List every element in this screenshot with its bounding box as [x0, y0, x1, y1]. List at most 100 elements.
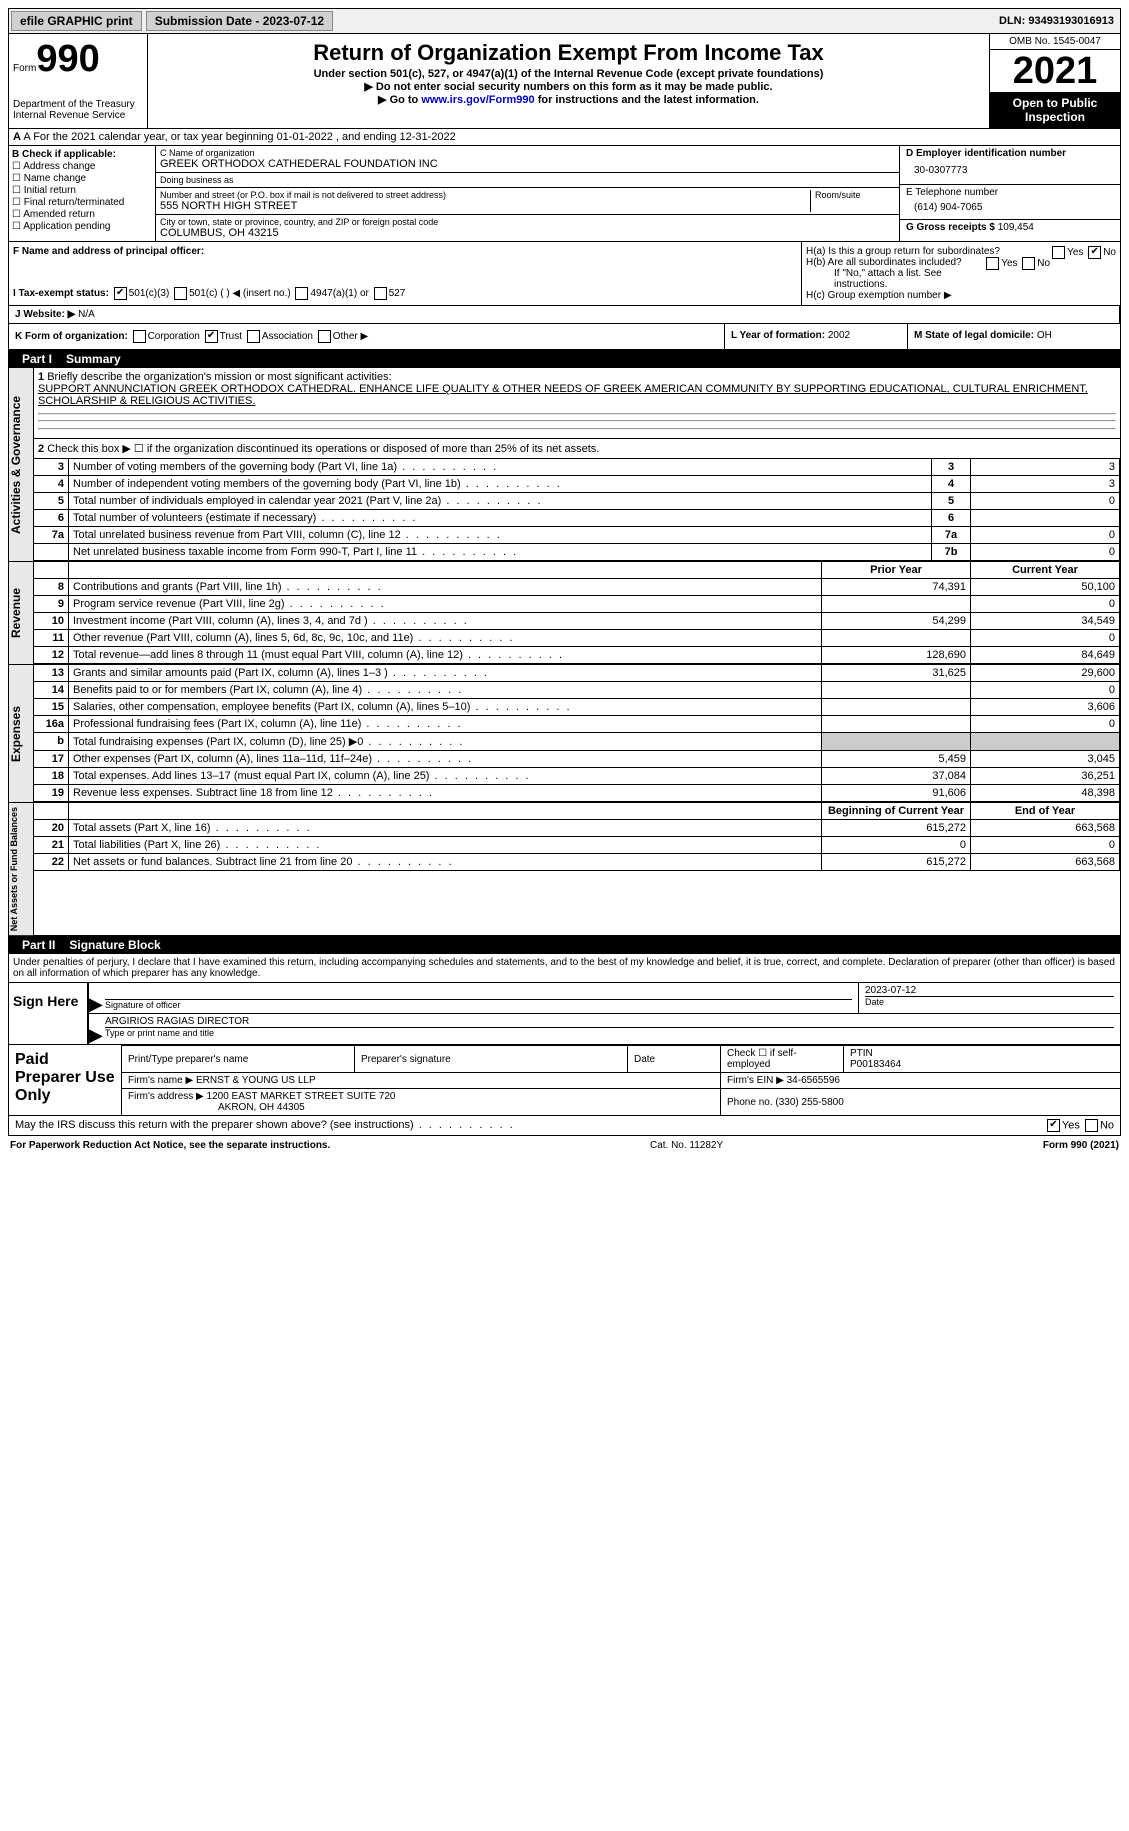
ha-no[interactable] — [1088, 246, 1101, 259]
mission-text: SUPPORT ANNUNCIATION GREEK ORTHODOX CATH… — [38, 383, 1088, 407]
col-c: C Name of organization GREEK ORTHODOX CA… — [156, 146, 900, 241]
mission-label: Briefly describe the organization's miss… — [47, 371, 391, 383]
cb-application-pending[interactable]: ☐ Application pending — [12, 221, 152, 232]
col-d-e-g: D Employer identification number 30-0307… — [900, 146, 1120, 241]
website: N/A — [78, 309, 95, 320]
governance-table: 3Number of voting members of the governi… — [34, 459, 1120, 561]
line-a: A A For the 2021 calendar year, or tax y… — [8, 129, 1121, 146]
public-inspection: Open to Public Inspection — [990, 92, 1120, 128]
governance-section: Activities & Governance 1 Briefly descri… — [8, 368, 1121, 562]
cb-assoc[interactable] — [247, 330, 260, 343]
top-bar: efile GRAPHIC print Submission Date - 20… — [8, 8, 1121, 34]
room-label: Room/suite — [815, 190, 895, 200]
cb-501c[interactable] — [174, 287, 187, 300]
sig-officer-label: Signature of officer — [105, 999, 852, 1010]
cb-final-return[interactable]: ☐ Final return/terminated — [12, 197, 152, 208]
l-label: L Year of formation: — [731, 330, 825, 341]
form-header: Form990 Department of the Treasury Inter… — [8, 34, 1121, 129]
hb-label: H(b) Are all subordinates included? — [806, 257, 962, 268]
form-number: Form990 — [13, 38, 143, 81]
firm-name: ERNST & YOUNG US LLP — [196, 1075, 316, 1086]
preparer-label: Paid Preparer Use Only — [9, 1045, 121, 1115]
firm-ein-label: Firm's EIN ▶ — [727, 1075, 784, 1086]
footer-mid: Cat. No. 11282Y — [330, 1140, 1043, 1151]
prep-name-lbl: Print/Type preparer's name — [122, 1046, 355, 1073]
dba-label: Doing business as — [160, 175, 895, 185]
side-netassets: Net Assets or Fund Balances — [9, 803, 34, 935]
irs-link[interactable]: www.irs.gov/Form990 — [421, 94, 534, 106]
m-label: M State of legal domicile: — [914, 330, 1034, 341]
state-domicile: OH — [1037, 330, 1052, 341]
omb-number: OMB No. 1545-0047 — [990, 34, 1120, 50]
hb-note: If "No," attach a list. See instructions… — [806, 268, 1116, 290]
i-label: I Tax-exempt status: — [13, 288, 109, 299]
dln: DLN: 93493193016913 — [999, 15, 1120, 27]
prep-date-lbl: Date — [628, 1046, 721, 1073]
may-irs-discuss: May the IRS discuss this return with the… — [8, 1116, 1121, 1136]
prep-sig-lbl: Preparer's signature — [355, 1046, 628, 1073]
ha-yes[interactable] — [1052, 246, 1065, 259]
section-f-h: F Name and address of principal officer:… — [8, 242, 1121, 306]
ha-label: H(a) Is this a group return for subordin… — [806, 246, 1000, 257]
subtitle-1: Under section 501(c), 527, or 4947(a)(1)… — [152, 68, 985, 80]
j-label: J Website: ▶ — [15, 309, 75, 320]
irs-label: Internal Revenue Service — [13, 110, 143, 121]
signer-name-label: Type or print name and title — [105, 1027, 1114, 1038]
city: COLUMBUS, OH 43215 — [160, 227, 895, 239]
cb-501c3[interactable] — [114, 287, 127, 300]
hb-no[interactable] — [1022, 257, 1035, 270]
cb-trust[interactable] — [205, 330, 218, 343]
gross-receipts: 109,454 — [998, 222, 1034, 233]
irs-yes[interactable] — [1047, 1119, 1060, 1132]
cb-527[interactable] — [374, 287, 387, 300]
dept-label: Department of the Treasury — [13, 99, 143, 110]
cb-corp[interactable] — [133, 330, 146, 343]
sig-date: 2023-07-12 — [865, 985, 1114, 996]
firm-addr2: AKRON, OH 44305 — [128, 1102, 305, 1113]
cb-address-change[interactable]: ☐ Address change — [12, 161, 152, 172]
sign-here-label: Sign Here — [9, 983, 89, 1044]
k-label: K Form of organization: — [15, 331, 128, 342]
addr-label: Number and street (or P.O. box if mail i… — [160, 190, 810, 200]
b-header: B Check if applicable: — [12, 149, 116, 160]
firm-phone: (330) 255-5800 — [775, 1097, 843, 1108]
firm-name-label: Firm's name ▶ — [128, 1075, 193, 1086]
prep-selfemp[interactable]: Check ☐ if self-employed — [721, 1046, 844, 1073]
netassets-section: Net Assets or Fund Balances Beginning of… — [8, 803, 1121, 936]
expenses-section: Expenses 13Grants and similar amounts pa… — [8, 665, 1121, 803]
irs-no[interactable] — [1085, 1119, 1098, 1132]
ein: 30-0307773 — [906, 159, 1114, 182]
subtitle-2: Do not enter social security numbers on … — [152, 80, 985, 93]
cb-initial-return[interactable]: ☐ Initial return — [12, 185, 152, 196]
expenses-table: 13Grants and similar amounts paid (Part … — [34, 665, 1120, 802]
tax-year: 2021 — [990, 50, 1120, 92]
netassets-table: Beginning of Current YearEnd of Year20To… — [34, 803, 1120, 871]
section-j: J Website: ▶ N/A — [8, 306, 1121, 324]
firm-phone-label: Phone no. — [727, 1097, 773, 1108]
revenue-table: Prior YearCurrent Year8Contributions and… — [34, 562, 1120, 664]
firm-addr1: 1200 EAST MARKET STREET SUITE 720 — [207, 1091, 396, 1102]
phone-label: E Telephone number — [906, 187, 998, 198]
cb-amended-return[interactable]: ☐ Amended return — [12, 209, 152, 220]
footer-right: Form 990 (2021) — [1043, 1140, 1119, 1151]
section-b-to-g: B Check if applicable: ☐ Address change … — [8, 146, 1121, 242]
side-expenses: Expenses — [9, 665, 34, 802]
efile-button[interactable]: efile GRAPHIC print — [11, 11, 142, 31]
submission-date: Submission Date - 2023-07-12 — [146, 11, 333, 31]
org-name-label: C Name of organization — [160, 148, 895, 158]
preparer-block: Paid Preparer Use Only Print/Type prepar… — [8, 1045, 1121, 1116]
ptin: P00183464 — [850, 1059, 901, 1070]
hb-yes[interactable] — [986, 257, 999, 270]
cb-4947[interactable] — [295, 287, 308, 300]
sign-here-block: Sign Here ▶ Signature of officer 2023-07… — [8, 983, 1121, 1045]
hc-label: H(c) Group exemption number ▶ — [806, 290, 1116, 301]
revenue-section: Revenue Prior YearCurrent Year8Contribut… — [8, 562, 1121, 665]
col-b: B Check if applicable: ☐ Address change … — [9, 146, 156, 241]
signer-name: ARGIRIOS RAGIAS DIRECTOR — [105, 1016, 1114, 1027]
cb-name-change[interactable]: ☐ Name change — [12, 173, 152, 184]
page-footer: For Paperwork Reduction Act Notice, see … — [8, 1136, 1121, 1155]
cb-other[interactable] — [318, 330, 331, 343]
f-label: F Name and address of principal officer: — [13, 246, 204, 257]
addr: 555 NORTH HIGH STREET — [160, 200, 810, 212]
side-governance: Activities & Governance — [9, 368, 34, 561]
